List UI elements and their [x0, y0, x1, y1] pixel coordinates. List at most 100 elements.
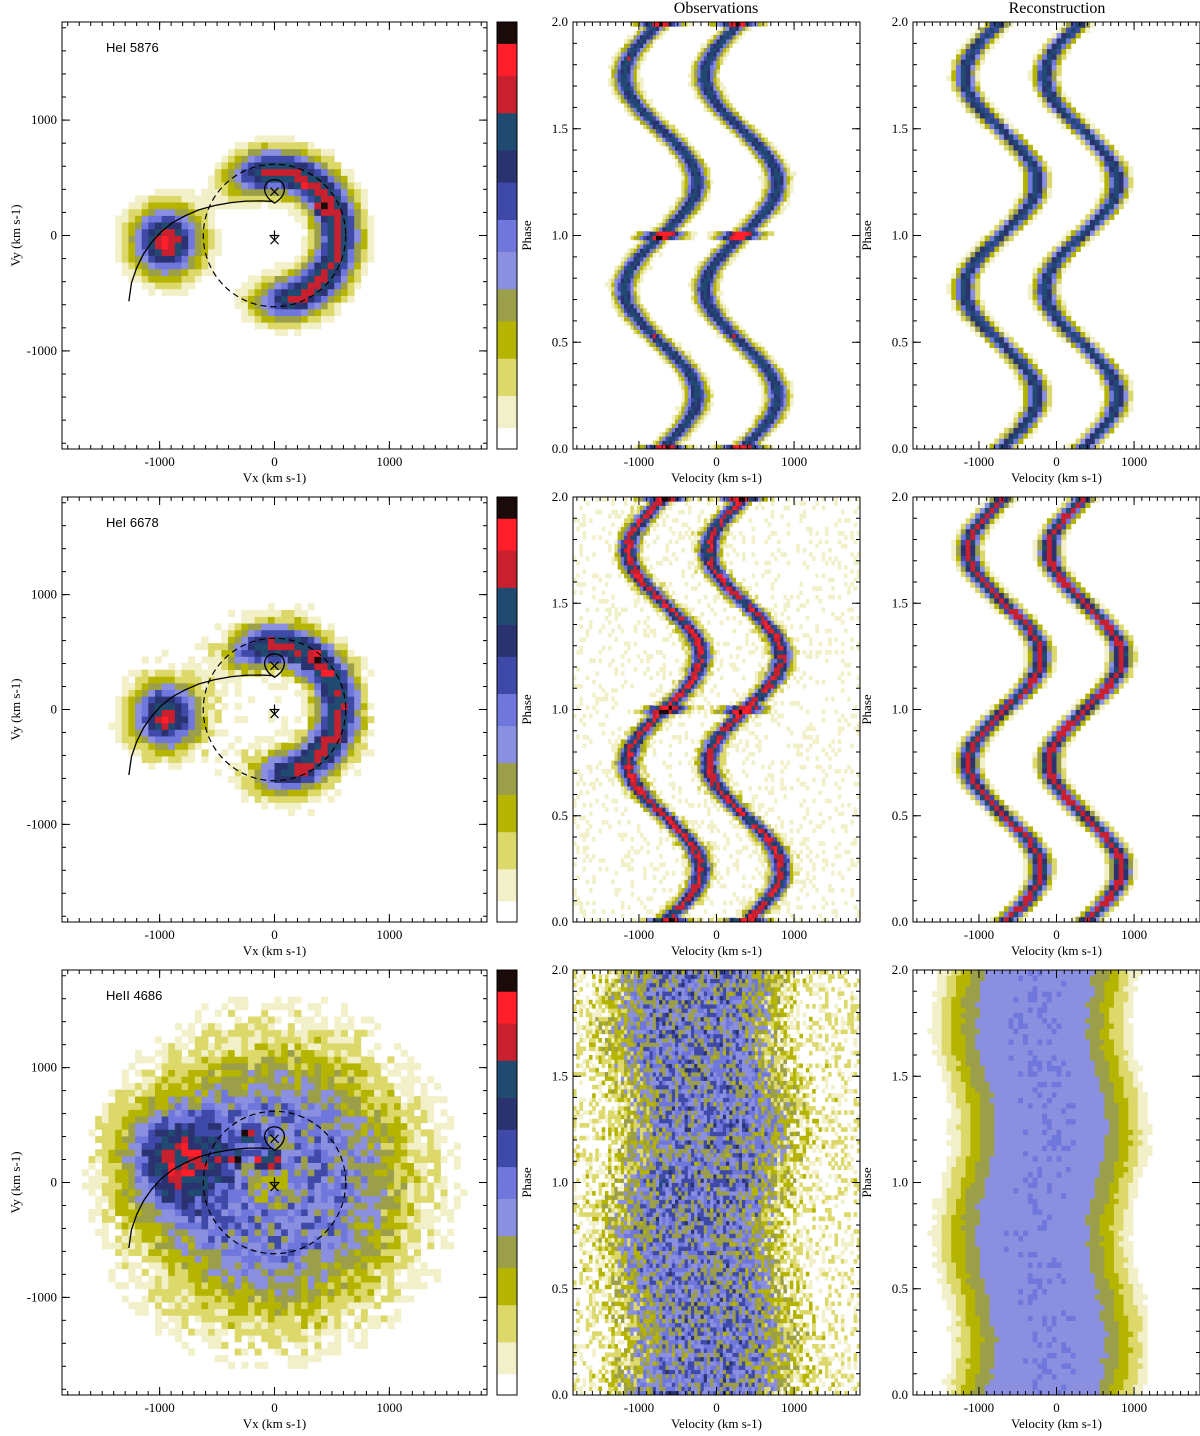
reconstruction-pixel — [1023, 433, 1028, 439]
observations-pixel — [697, 193, 701, 198]
observations-pixel — [732, 112, 736, 117]
observations-pixel — [726, 103, 730, 108]
reconstruction-pixel — [1028, 396, 1033, 402]
observations-pixel — [726, 248, 730, 253]
tomogram-pixel — [261, 309, 268, 316]
observations-pixel — [768, 385, 772, 390]
observations-pixel — [694, 86, 698, 91]
observations-pixel — [669, 133, 673, 138]
reconstruction-pixel — [1037, 294, 1042, 300]
observations-pixel — [688, 163, 692, 168]
observations-pixel — [681, 146, 685, 151]
reconstruction-pixel — [1004, 27, 1009, 33]
reconstruction-pixel — [1004, 348, 1009, 354]
observations-pixel — [681, 351, 685, 356]
observations-pixel — [669, 223, 673, 228]
reconstruction-pixel — [990, 316, 995, 322]
reconstruction-pixel — [1119, 171, 1124, 177]
tomogram-pixel — [228, 195, 235, 202]
observations-pixel — [771, 381, 775, 386]
observations-pixel — [685, 176, 689, 181]
observations-pixel — [745, 214, 749, 219]
observations-pixel — [717, 308, 721, 313]
observations-pixel — [748, 26, 752, 31]
observations-pixel — [764, 197, 768, 202]
observations-pixel — [691, 415, 695, 420]
observations-pixel — [678, 415, 682, 420]
tomogram-pixel — [182, 670, 189, 677]
observations-pixel — [618, 291, 622, 296]
observations-pixel — [653, 329, 657, 334]
observations-pixel — [713, 274, 717, 279]
observations-pixel — [678, 368, 682, 373]
observations-pixel — [681, 193, 685, 198]
tomogram-pixel — [115, 729, 122, 736]
observations-pixel — [720, 86, 724, 91]
observations-pixel — [704, 376, 708, 381]
observations-pixel — [758, 432, 762, 437]
reconstruction-pixel — [961, 65, 966, 71]
tomogram-pixel — [248, 309, 255, 316]
observations-pixel — [681, 176, 685, 181]
observations-pixel — [720, 291, 724, 296]
tomogram-pixel — [268, 282, 275, 289]
observations-pixel — [627, 321, 631, 326]
tomogram-pixel — [321, 656, 328, 663]
observations-pixel — [732, 240, 736, 245]
observations-pixel — [697, 376, 701, 381]
observations-pixel — [774, 193, 778, 198]
tomogram-pixel — [275, 262, 282, 269]
observations-pixel — [713, 60, 717, 65]
reconstruction-pixel — [1023, 428, 1028, 434]
observations-pixel — [764, 184, 768, 189]
observations-pixel — [653, 253, 657, 258]
observations-pixel — [618, 282, 622, 287]
tomogram-pixel — [208, 209, 215, 216]
tomogram-pixel — [168, 229, 175, 236]
reconstruction-pixel — [1047, 59, 1052, 65]
tomogram-pixel — [294, 756, 301, 763]
reconstruction-pixel — [1023, 139, 1028, 145]
reconstruction-pixel — [1028, 412, 1033, 418]
tomogram-pixel — [314, 789, 321, 796]
reconstruction-pixel — [1018, 209, 1023, 215]
tomogram-pixel — [122, 723, 129, 730]
tomogram-pixel — [308, 202, 315, 209]
tomogram-pixel — [294, 749, 301, 756]
observations-pixel — [726, 312, 730, 317]
reconstruction-pixel — [999, 118, 1004, 124]
observations-pixel — [710, 82, 714, 87]
observations-pixel — [764, 171, 768, 176]
observations-pixel — [662, 218, 666, 223]
reconstruction-pixel — [951, 86, 956, 92]
observations-pixel — [681, 440, 685, 445]
reconstruction-pixel — [1052, 91, 1057, 97]
reconstruction-pixel — [1104, 198, 1109, 204]
tomogram-pixel — [122, 249, 129, 256]
reconstruction-pixel — [975, 300, 980, 306]
observations-pixel — [691, 364, 695, 369]
observations-pixel — [771, 176, 775, 181]
observations-pixel — [688, 206, 692, 211]
observations-pixel — [685, 372, 689, 377]
observations-pixel — [713, 282, 717, 287]
observations-pixel — [691, 385, 695, 390]
tomogram-pixel — [367, 215, 374, 222]
tomogram-pixel — [241, 789, 248, 796]
tomogram-pixel — [255, 175, 262, 182]
observations-pixel — [717, 35, 721, 40]
reconstruction-pixel — [1061, 262, 1066, 268]
tomogram-pixel — [275, 783, 282, 790]
observations-pixel — [685, 197, 689, 202]
observations-pixel — [707, 103, 711, 108]
observations-pixel — [691, 193, 695, 198]
reconstruction-pixel — [1037, 75, 1042, 81]
reconstruction-pixel — [985, 49, 990, 55]
observations-pixel — [630, 65, 634, 70]
reconstruction-pixel — [985, 310, 990, 316]
observations-pixel — [630, 82, 634, 87]
reconstruction-pixel — [1080, 129, 1085, 135]
reconstruction-pixel — [1023, 353, 1028, 359]
reconstruction-pixel — [1037, 417, 1042, 423]
observations-pixel — [768, 406, 772, 411]
